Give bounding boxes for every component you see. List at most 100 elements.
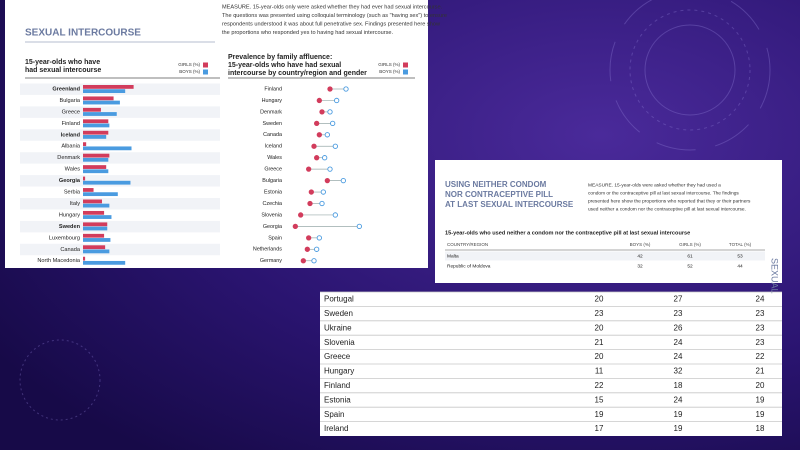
chart-title: intercourse by country/region and gender [228, 70, 367, 77]
bar [83, 203, 110, 208]
bar [83, 249, 110, 254]
bar [83, 256, 86, 261]
measure-text: the proportions who responded yes to hav… [222, 30, 393, 36]
bar [83, 169, 109, 174]
side-label: SEXUAL [770, 258, 780, 294]
dot [298, 212, 304, 218]
dot [314, 246, 320, 252]
legend-swatch [203, 62, 208, 68]
chart-title: 15-year-olds who have had sexual [228, 62, 341, 69]
category-label: Czechia [263, 201, 282, 207]
table-cell: 17 [595, 424, 604, 433]
bar [83, 238, 111, 242]
table-cell: 32 [637, 263, 643, 269]
row-band [20, 243, 220, 256]
bar [83, 85, 134, 89]
bar [83, 146, 132, 151]
bar [83, 119, 109, 124]
table-cell: 23 [756, 309, 765, 318]
category-label: Bulgaria [262, 178, 282, 184]
table-cell: 23 [595, 309, 604, 318]
table-cell: 24 [674, 352, 683, 361]
dot [327, 86, 333, 92]
category-label: Canada [263, 132, 282, 138]
dot [320, 189, 326, 195]
table-cell: Sweden [324, 309, 353, 318]
dot [304, 246, 310, 252]
bar [83, 153, 110, 158]
bar [83, 222, 108, 227]
table-cell: 42 [637, 253, 643, 259]
table-cell: Hungary [324, 367, 354, 376]
bar [83, 112, 117, 116]
table-cell: 23 [756, 338, 765, 347]
bar [83, 165, 107, 169]
table-cell: 19 [595, 410, 604, 419]
panel-title: SEXUAL INTERCOURSE [25, 28, 141, 39]
chart-title: had sexual intercourse [25, 67, 101, 74]
measure-text: respondents understood it was about full… [222, 21, 441, 27]
dot [307, 200, 313, 207]
table-subtitle: 15-year-olds who used neither a condom n… [445, 230, 690, 236]
dot [319, 200, 325, 207]
dot [292, 223, 298, 230]
bar [83, 130, 109, 135]
row-band [20, 198, 220, 210]
panel-title: NOR CONTRACEPTIVE PILL [445, 190, 553, 199]
bar [83, 135, 107, 139]
bar [83, 226, 108, 231]
panel-title: USING NEITHER CONDOM [445, 180, 547, 189]
table-cell: Portugal [324, 295, 354, 304]
legend-swatch [203, 69, 208, 75]
table-cell: 19 [756, 410, 765, 419]
chart-title: 15-year-olds who have [25, 59, 100, 66]
dot [322, 155, 328, 161]
table-cell: 24 [674, 338, 683, 347]
table-cell: 26 [674, 323, 683, 332]
measure-text: MEASURE. 15-year-olds were asked whether… [588, 182, 721, 188]
row-band [20, 106, 220, 118]
bar [83, 210, 105, 215]
bar [83, 89, 126, 93]
category-label: Iceland [61, 132, 81, 138]
table-cell: 20 [595, 295, 604, 304]
dot [324, 132, 330, 138]
dot [314, 155, 320, 161]
category-label: Luxembourg [49, 235, 80, 241]
dot [316, 97, 322, 104]
table-cell: 22 [595, 381, 604, 390]
category-label: Georgia [263, 224, 282, 230]
bar [83, 199, 102, 204]
legend-label: BOYS (%) [379, 69, 400, 74]
table-cell: 18 [674, 381, 683, 390]
bar [83, 157, 109, 162]
category-label: Italy [70, 201, 80, 207]
category-label: Netherlands [253, 247, 282, 253]
dot [308, 189, 314, 195]
category-label: Denmark [260, 109, 282, 115]
measure-text: condom or the contraceptive pill at last… [588, 190, 739, 196]
dot [332, 143, 338, 149]
category-label: Finland [62, 121, 80, 127]
category-label: Greenland [52, 86, 80, 92]
bar [83, 176, 86, 181]
bar [83, 96, 114, 101]
dot [316, 132, 322, 138]
dot [324, 177, 330, 184]
category-label: Greece [62, 109, 80, 115]
category-label: Serbia [64, 190, 81, 196]
table-cell: 20 [756, 381, 765, 390]
table-cell: Ireland [324, 424, 348, 433]
table-cell: 20 [595, 323, 604, 332]
category-label: Georgia [59, 178, 81, 184]
table-cell: 32 [674, 367, 683, 376]
dot [327, 166, 333, 172]
measure-text: used neither a condom nor the contracept… [588, 206, 746, 212]
table-cell: 53 [737, 253, 743, 259]
bar [83, 123, 110, 128]
bar [83, 142, 87, 147]
table-cell: 19 [674, 410, 683, 419]
table-cell: 27 [674, 295, 683, 304]
